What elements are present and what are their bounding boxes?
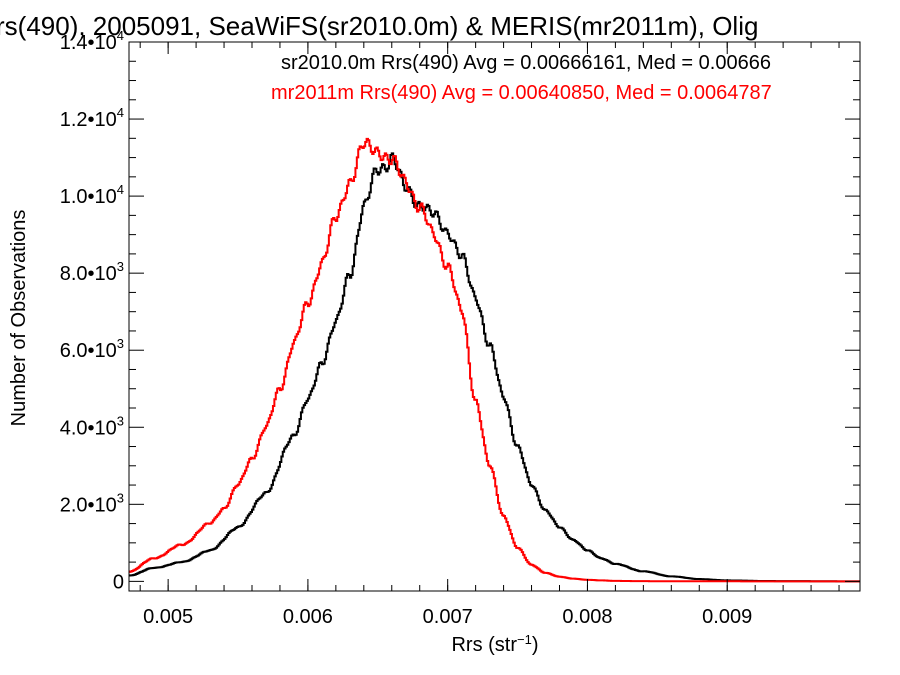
y-tick-label: 2.0•103: [60, 490, 124, 516]
x-tick-label: 0.008: [562, 606, 612, 628]
y-tick-label: 1.2•104: [60, 105, 124, 131]
x-axis: 0.005 0.006 0.007 0.008 0.009: [139, 42, 840, 628]
y-tick-label: 8.0•103: [60, 259, 124, 285]
x-axis-label: Rrs (str−1): [451, 632, 538, 656]
x-tick-label: 0.009: [702, 606, 752, 628]
annotation-series-1: sr2010.0m Rrs(490) Avg = 0.00666161, Med…: [281, 52, 771, 74]
y-tick-label: 1.0•104: [60, 182, 124, 208]
x-tick-label: 0.007: [423, 606, 473, 628]
series-lines: [129, 137, 860, 583]
plot-frame: [128, 41, 861, 592]
y-tick-label: 4.0•103: [60, 413, 124, 439]
x-tick-label: 0.005: [143, 606, 193, 628]
chart-title: rs(490), 2005091, SeaWiFS(sr2010.0m) & M…: [0, 11, 758, 41]
y-axis: 0 2.0•103 4.0•103 6.0•103 8.0•103 1.0•104 1.2•…: [60, 28, 860, 593]
x-tick-label: 0.006: [283, 606, 333, 628]
y-tick-label: 0: [113, 571, 124, 593]
series-line-2: [129, 137, 860, 583]
series-line-1: [129, 152, 860, 583]
y-axis-label: Number of Observations: [8, 210, 30, 427]
legend-annotations: sr2010.0m Rrs(490) Avg = 0.00666161, Med…: [271, 52, 772, 104]
y-tick-label: 1.4•104: [60, 28, 124, 54]
y-tick-label: 6.0•103: [60, 336, 124, 362]
annotation-series-2: mr2011m Rrs(490) Avg = 0.00640850, Med =…: [271, 82, 772, 104]
